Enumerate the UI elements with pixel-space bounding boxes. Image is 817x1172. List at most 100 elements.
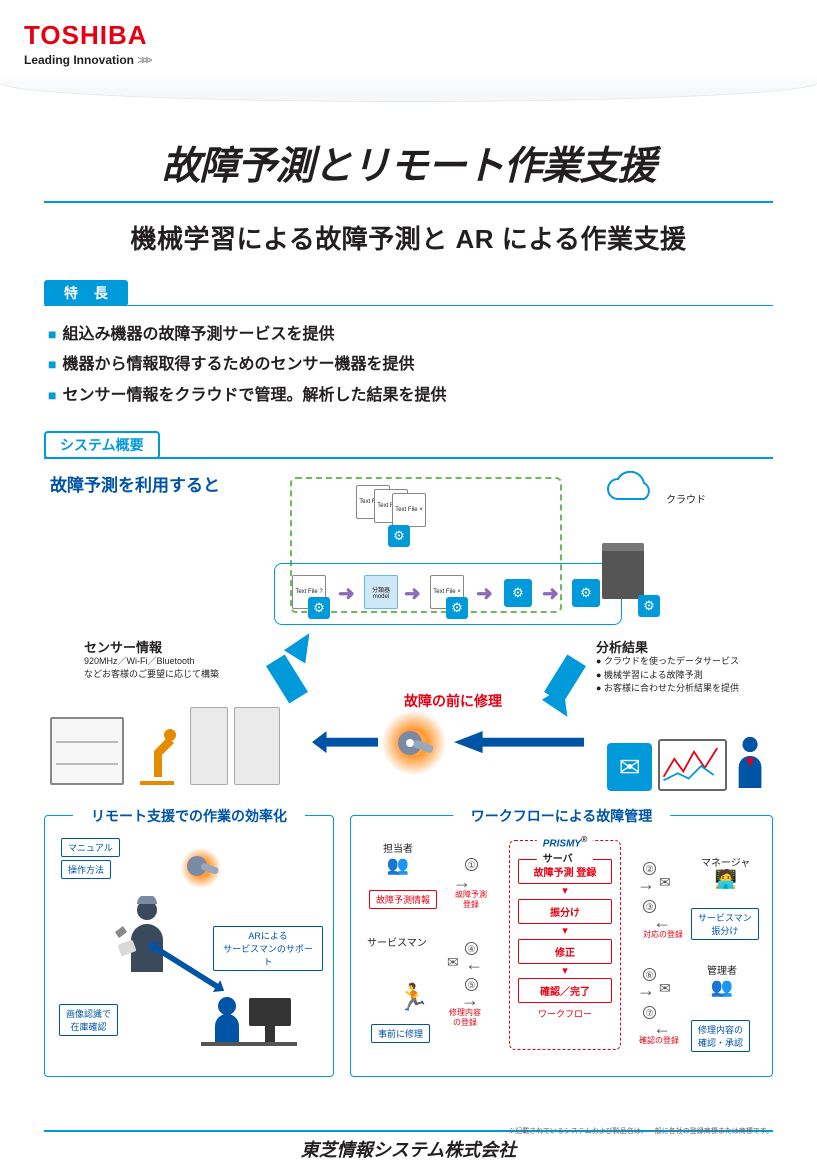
arrow-right-icon: → <box>637 980 655 1001</box>
role-label: 担当者 <box>383 840 413 855</box>
workflow-step: 修正 <box>518 939 612 964</box>
image-recognition-label: 画像認識で 在庫確認 <box>59 1004 118 1036</box>
footer-note: ※記載されているシステムおよび製品名は、一般に各社の登録商標または商標です。 <box>0 1126 817 1136</box>
server-icon <box>602 543 644 599</box>
role-staff: 担当者 👥 <box>383 840 413 876</box>
person-desk-icon: 🧑‍💻 <box>701 869 750 890</box>
sensor-title: センサー情報 <box>84 637 162 656</box>
arrow-down-icon: ▾ <box>518 888 612 896</box>
feature-text: 組込み機器の故障予測サービスを提供 <box>62 326 334 343</box>
analysis-point: ● クラウドを使ったデータサービス <box>596 655 739 669</box>
repair-label: 故障の前に修理 <box>404 691 502 711</box>
cloud-label: クラウド <box>666 491 706 506</box>
feature-text: 機器から情報取得するためのセンサー機器を提供 <box>62 356 414 373</box>
bullet-icon: ■ <box>48 356 56 372</box>
role-label: マネージャ <box>701 854 750 869</box>
mail-icon: ✉ <box>447 954 459 971</box>
page-title: 故障予測とリモート作業支援 <box>44 135 773 191</box>
role-manager: マネージャ 🧑‍💻 <box>701 854 750 890</box>
feature-item: ■ 機器から情報取得するためのセンサー機器を提供 <box>48 350 773 380</box>
rack-icon <box>50 717 124 785</box>
workflow-step: 振分け <box>518 899 612 924</box>
arrow-right-icon: ➜ <box>476 581 493 606</box>
appliance-icon <box>234 707 280 785</box>
workflow-label: ワークフロー <box>518 1007 612 1020</box>
arrow-up-head-icon <box>284 627 320 664</box>
gear-icon: ⚙ <box>504 579 532 607</box>
analysis-point: ● お客様に合わせた分析結果を提供 <box>596 682 739 696</box>
workflow-step: 確認／完了 <box>518 978 612 1003</box>
feature-text: センサー情報をクラウドで管理。解析した結果を提供 <box>62 387 446 404</box>
machines-group <box>50 695 310 785</box>
arrow-down-icon: ▾ <box>518 968 612 976</box>
role-serviceman: サービスマン <box>367 934 427 949</box>
features-rule <box>44 305 773 306</box>
gear-icon: ⚙ <box>638 595 660 617</box>
prismy-server-column: PRISMY®サーバ 故障予測 登録 ▾ 振分け ▾ 修正 ▾ 確認／完了 ワー… <box>509 840 621 1050</box>
ar-support-label: ARによる サービスマンのサポート <box>213 926 323 971</box>
footer-company: 東芝情報システム株式会社 <box>0 1136 817 1162</box>
service-info: 事前に修理 <box>371 1024 430 1043</box>
features-list: ■ 組込み機器の故障予測サービスを提供 ■ 機器から情報取得するためのセンサー機器を… <box>48 320 773 411</box>
title-rule <box>44 201 773 203</box>
lower-panels: リモート支援での作業の効率化 マニュアル 操作方法 ARによる サービスマンのサ… <box>44 815 773 1077</box>
feature-item: ■ 組込み機器の故障予測サービスを提供 <box>48 320 773 350</box>
appliance-icon <box>190 707 228 785</box>
mail-icon: ✉ <box>659 874 671 891</box>
role-admin: 管理者 👥 <box>707 962 737 998</box>
arrow-right-icon: ➜ <box>404 581 421 606</box>
footer: ※記載されているシステムおよび製品名は、一般に各社の登録商標または商標です。 東… <box>0 1130 817 1162</box>
running-person-icon: 🏃 <box>397 982 429 1013</box>
workflow-panel: ワークフローによる故障管理 PRISMY®サーバ 故障予測 登録 ▾ 振分け ▾… <box>350 815 773 1077</box>
arrow-left-icon: → <box>465 954 483 975</box>
bullet-icon: ■ <box>48 387 56 403</box>
chart-icon <box>658 739 726 791</box>
cloud-icon <box>598 471 662 507</box>
analysis-points: ● クラウドを使ったデータサービス ● 機械学習による故障予測 ● お客様に合わ… <box>596 655 739 696</box>
header-swoop <box>0 73 817 101</box>
sensor-subtitle: 920MHz／Wi-Fi／Bluetooth などお客様のご要望に応じて構築 <box>84 655 219 680</box>
step-caption: 対応の登録 <box>643 930 683 940</box>
people-icon: 👥 <box>383 855 413 876</box>
tagline-chevrons: >>> <box>137 53 149 67</box>
remote-support-panel: リモート支援での作業の効率化 マニュアル 操作方法 ARによる サービスマンのサ… <box>44 815 334 1077</box>
page-subtitle: 機械学習による故障予測と AR による作業支援 <box>44 219 773 256</box>
classifier-model-icon: 分類器 model <box>364 575 398 609</box>
step-number: ① <box>465 858 478 871</box>
feature-item: ■ センサー情報をクラウドで管理。解析した結果を提供 <box>48 381 773 411</box>
features-badge: 特 長 <box>44 280 128 306</box>
gear-wrench-icon <box>181 848 221 888</box>
arrow-down-icon: ▾ <box>518 928 612 936</box>
person-icon <box>733 735 767 791</box>
gear-icon: ⚙ <box>388 525 410 547</box>
brand-logo: TOSHIBA <box>24 20 793 51</box>
system-diagram: 故障予測を利用すると Text File × Text File × Text … <box>44 467 773 807</box>
system-overview-label: システム概要 <box>44 431 160 459</box>
step-caption: 修理内容 の登録 <box>449 1008 481 1027</box>
operator-desk-icon <box>201 992 297 1054</box>
textfile-icon: Text File × <box>392 493 426 527</box>
role-label: サービスマン <box>367 934 427 949</box>
panel-title: ワークフローによる故障管理 <box>453 806 671 826</box>
arrow-left-icon <box>454 731 584 753</box>
step-caption: 確認の登録 <box>639 1036 679 1046</box>
analyst-group: ✉ <box>607 703 767 791</box>
robot-arm-icon <box>130 711 184 785</box>
analysis-title: 分析結果 <box>596 637 648 656</box>
step-caption: 故障予測 登録 <box>455 890 487 909</box>
panel-title: リモート支援での作業の効率化 <box>73 806 305 826</box>
manager-info: サービスマン 振分け <box>691 908 759 940</box>
brand-tagline: Leading Innovation >>> <box>24 53 793 67</box>
gear-icon: ⚙ <box>446 597 468 619</box>
gear-icon: ⚙ <box>572 579 600 607</box>
staff-info: 故障予測情報 <box>369 890 437 909</box>
bullet-icon: ■ <box>48 326 56 342</box>
manual-label: マニュアル <box>61 838 120 857</box>
diagram-usage-title: 故障予測を利用すると <box>50 471 220 496</box>
repair-gear-icon <box>382 711 446 775</box>
tagline-text: Leading Innovation <box>24 53 134 67</box>
analysis-point: ● 機械学習による故障予測 <box>596 669 739 683</box>
arrow-right-icon: ➜ <box>542 581 559 606</box>
envelope-icon: ✉ <box>607 743 652 791</box>
method-label: 操作方法 <box>61 860 111 879</box>
